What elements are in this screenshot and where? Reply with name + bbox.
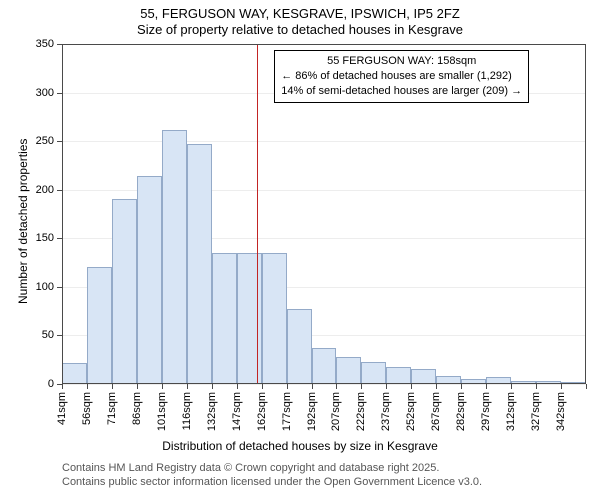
footer-line-1: Contains HM Land Registry data © Crown c…: [62, 462, 439, 474]
x-tick-label: 342sqm: [555, 392, 567, 431]
histogram-bar: [461, 379, 486, 384]
x-tick-mark: [336, 384, 337, 389]
plot-area: 55 FERGUSON WAY: 158sqm← 86% of detached…: [62, 44, 586, 384]
x-tick-label: 207sqm: [330, 392, 342, 431]
x-tick-label: 327sqm: [530, 392, 542, 431]
histogram-bar: [386, 367, 411, 384]
x-tick-label: 132sqm: [206, 392, 218, 431]
x-tick-label: 162sqm: [256, 392, 268, 431]
chart-title: 55, FERGUSON WAY, KESGRAVE, IPSWICH, IP5…: [0, 6, 600, 21]
histogram-bar: [336, 357, 361, 384]
x-tick-mark: [561, 384, 562, 389]
x-tick-mark: [436, 384, 437, 389]
histogram-bar: [237, 253, 262, 384]
x-tick-mark: [112, 384, 113, 389]
x-tick-mark: [361, 384, 362, 389]
x-tick-mark: [312, 384, 313, 389]
y-tick-label: 100: [0, 281, 54, 293]
histogram-bar: [162, 130, 187, 384]
y-tick-label: 150: [0, 232, 54, 244]
x-tick-label: 101sqm: [156, 392, 168, 431]
y-tick-mark: [57, 190, 62, 191]
histogram-bar: [187, 144, 212, 384]
annotation-box: 55 FERGUSON WAY: 158sqm← 86% of detached…: [274, 50, 529, 103]
x-tick-mark: [87, 384, 88, 389]
x-tick-label: 237sqm: [380, 392, 392, 431]
histogram-bar: [62, 363, 87, 384]
x-tick-label: 282sqm: [455, 392, 467, 431]
x-tick-label: 86sqm: [131, 392, 143, 425]
x-tick-mark: [536, 384, 537, 389]
x-tick-mark: [237, 384, 238, 389]
histogram-bar: [361, 362, 386, 384]
chart-container: 55, FERGUSON WAY, KESGRAVE, IPSWICH, IP5…: [0, 0, 600, 500]
x-tick-label: 71sqm: [106, 392, 118, 425]
x-tick-label: 56sqm: [81, 392, 93, 425]
x-tick-label: 312sqm: [505, 392, 517, 431]
histogram-bar: [486, 377, 511, 384]
x-tick-label: 147sqm: [231, 392, 243, 431]
x-tick-mark: [162, 384, 163, 389]
chart-subtitle: Size of property relative to detached ho…: [0, 22, 600, 37]
histogram-bar: [212, 253, 237, 384]
y-tick-mark: [57, 44, 62, 45]
x-axis-label: Distribution of detached houses by size …: [0, 439, 600, 453]
x-tick-label: 267sqm: [430, 392, 442, 431]
y-tick-label: 250: [0, 135, 54, 147]
y-axis-label: Number of detached properties: [16, 139, 30, 304]
y-tick-mark: [57, 141, 62, 142]
y-tick-mark: [57, 93, 62, 94]
annotation-line-3: 14% of semi-detached houses are larger (…: [281, 84, 522, 99]
x-tick-label: 222sqm: [355, 392, 367, 431]
histogram-bar: [436, 376, 461, 384]
histogram-bar: [137, 176, 162, 384]
x-tick-label: 41sqm: [56, 392, 68, 425]
x-tick-mark: [486, 384, 487, 389]
gridline: [62, 384, 586, 385]
x-tick-mark: [511, 384, 512, 389]
x-tick-mark: [461, 384, 462, 389]
histogram-bar: [511, 381, 536, 384]
gridline: [62, 44, 586, 45]
y-tick-mark: [57, 335, 62, 336]
x-tick-mark: [287, 384, 288, 389]
x-tick-label: 252sqm: [405, 392, 417, 431]
y-tick-mark: [57, 287, 62, 288]
x-tick-label: 177sqm: [281, 392, 293, 431]
histogram-bar: [287, 309, 312, 384]
x-tick-mark: [386, 384, 387, 389]
footer-line-2: Contains public sector information licen…: [62, 476, 482, 488]
y-tick-mark: [57, 238, 62, 239]
gridline: [62, 141, 586, 142]
x-tick-mark: [586, 384, 587, 389]
annotation-line-2: ← 86% of detached houses are smaller (1,…: [281, 69, 522, 84]
histogram-bar: [112, 199, 137, 384]
histogram-bar: [561, 382, 586, 384]
y-tick-label: 300: [0, 87, 54, 99]
y-tick-label: 0: [0, 378, 54, 390]
x-tick-label: 192sqm: [306, 392, 318, 431]
y-tick-label: 50: [0, 329, 54, 341]
annotation-line-1: 55 FERGUSON WAY: 158sqm: [281, 54, 522, 69]
x-tick-mark: [137, 384, 138, 389]
y-tick-label: 200: [0, 184, 54, 196]
y-tick-label: 350: [0, 38, 54, 50]
x-tick-mark: [262, 384, 263, 389]
histogram-bar: [262, 253, 287, 384]
x-tick-label: 297sqm: [480, 392, 492, 431]
x-tick-mark: [62, 384, 63, 389]
histogram-bar: [312, 348, 337, 384]
x-tick-mark: [187, 384, 188, 389]
histogram-bar: [87, 267, 112, 384]
x-tick-mark: [212, 384, 213, 389]
reference-line: [257, 44, 258, 384]
histogram-bar: [411, 369, 436, 384]
x-tick-mark: [411, 384, 412, 389]
x-tick-label: 116sqm: [181, 392, 193, 430]
histogram-bar: [536, 381, 561, 384]
